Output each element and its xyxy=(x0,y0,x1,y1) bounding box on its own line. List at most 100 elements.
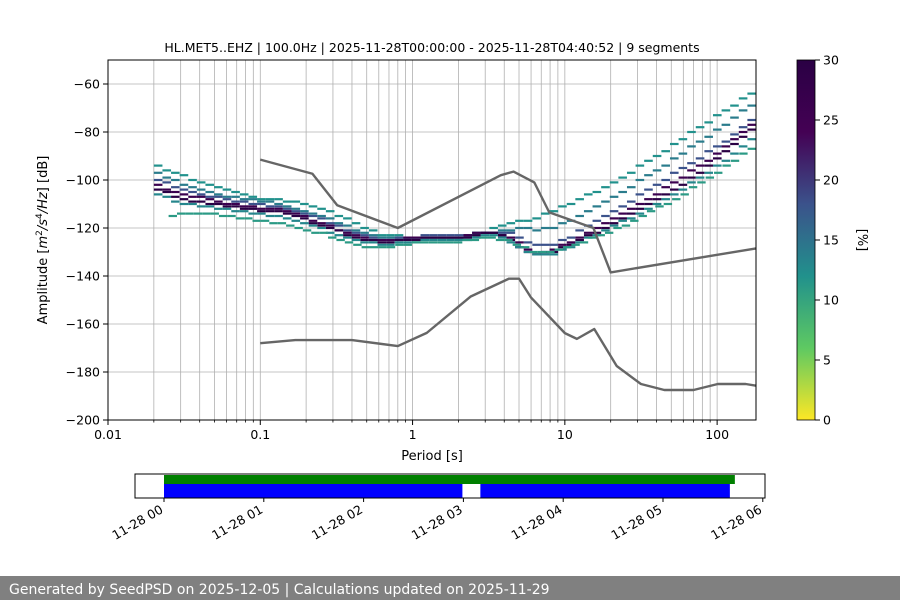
psd-cell xyxy=(722,164,731,167)
psd-cell xyxy=(222,205,232,208)
psd-cell xyxy=(411,238,421,242)
psd-cell xyxy=(529,250,538,254)
psd-cell xyxy=(248,205,258,208)
psd-cell xyxy=(695,140,705,143)
psd-cell xyxy=(618,219,627,222)
psd-cell xyxy=(403,243,412,246)
psd-cell xyxy=(260,219,270,222)
psd-cell xyxy=(609,217,619,220)
psd-cell xyxy=(635,164,645,167)
psd-cell xyxy=(308,224,318,227)
psd-cell xyxy=(644,174,653,177)
colorbar-tick-label: 25 xyxy=(823,113,839,128)
psd-cell xyxy=(300,210,309,213)
psd-cell xyxy=(239,210,249,213)
psd-cell xyxy=(704,164,713,167)
psd-cell xyxy=(712,152,722,155)
psd-cell xyxy=(532,243,541,246)
footer-bar: Generated by SeedPSD on 2025-12-05 | Cal… xyxy=(0,576,900,600)
psd-cell xyxy=(747,123,756,126)
psd-cell xyxy=(188,190,197,194)
psd-cell xyxy=(601,186,610,189)
psd-cell xyxy=(319,231,329,234)
psd-cell xyxy=(196,205,206,208)
x-tick-label: 0.1 xyxy=(250,427,270,442)
psd-cell xyxy=(311,231,320,234)
psd-cell xyxy=(257,198,266,201)
psd-cell xyxy=(214,200,223,203)
y-label-part: Amplitude [ xyxy=(36,249,51,325)
colorbar-ticks: 0 5 10 15 20 25 30 xyxy=(815,53,839,428)
psd-cell xyxy=(368,234,378,237)
psd-cell xyxy=(188,178,197,182)
psd-cell xyxy=(549,253,559,256)
psd-cell xyxy=(377,243,387,246)
psd-cell xyxy=(394,234,404,237)
psd-cell xyxy=(680,193,689,196)
psd-cell xyxy=(227,214,236,218)
timeline-tick-label: 11-28 05 xyxy=(608,502,664,543)
psd-cell xyxy=(308,219,318,222)
psd-cell xyxy=(705,176,715,179)
psd-cell xyxy=(521,246,530,249)
psd-cell xyxy=(638,214,647,218)
colorbar-tick-label: 10 xyxy=(823,293,839,308)
psd-cell xyxy=(479,236,488,239)
psd-cell xyxy=(162,169,172,172)
psd-cell xyxy=(738,135,748,138)
psd-cell xyxy=(454,234,464,237)
psd-cell xyxy=(176,212,186,215)
psd-cell xyxy=(420,238,430,242)
psd-cell xyxy=(291,219,301,222)
psd-cell xyxy=(566,243,576,246)
y-label-part: 4 xyxy=(35,213,45,219)
psd-cell xyxy=(575,214,584,218)
psd-cell xyxy=(343,236,352,239)
psd-cell xyxy=(721,123,731,126)
psd-cell xyxy=(730,133,739,136)
psd-cell xyxy=(644,207,653,210)
psd-cell xyxy=(738,126,748,129)
timeline-tick-label: 11-28 06 xyxy=(708,502,764,543)
psd-cell xyxy=(274,202,283,206)
psd-cell xyxy=(695,171,705,174)
psd-cell xyxy=(721,145,731,148)
psd-cell xyxy=(252,219,261,222)
psd-cell xyxy=(351,222,361,225)
psd-cell xyxy=(231,190,240,194)
psd-cell xyxy=(334,229,344,232)
psd-cell xyxy=(188,202,197,206)
psd-cell xyxy=(302,229,312,232)
psd-cell xyxy=(214,195,223,198)
psd-cell xyxy=(652,183,662,186)
psd-cell xyxy=(601,229,610,232)
psd-cell xyxy=(712,145,722,148)
psd-cell xyxy=(563,246,572,249)
psd-cell xyxy=(231,202,240,206)
psd-cell xyxy=(205,195,215,198)
psd-cell xyxy=(222,202,232,206)
psd-cell xyxy=(291,212,301,215)
psd-cell xyxy=(386,236,395,239)
psd-cell xyxy=(714,171,723,174)
psd-cell xyxy=(652,193,662,196)
psd-cell xyxy=(353,243,362,246)
psd-cell xyxy=(282,212,292,215)
psd-cell xyxy=(257,212,266,215)
psd-cell xyxy=(325,224,335,227)
psd-cell xyxy=(480,231,490,234)
psd-cell xyxy=(185,212,194,215)
psd-cell xyxy=(265,210,275,213)
timeline-tick-label: 11-28 02 xyxy=(309,502,365,543)
psd-cell xyxy=(437,236,447,239)
psd-cell xyxy=(738,109,748,112)
psd-cell xyxy=(506,229,516,232)
psd-cell xyxy=(308,205,318,208)
psd-cell xyxy=(360,241,369,244)
psd-cell xyxy=(554,248,563,251)
psd-cell xyxy=(626,171,636,174)
psd-cell xyxy=(202,212,211,215)
psd-cell xyxy=(386,241,395,244)
psd-cell xyxy=(274,207,283,210)
psd-cell xyxy=(695,126,705,129)
